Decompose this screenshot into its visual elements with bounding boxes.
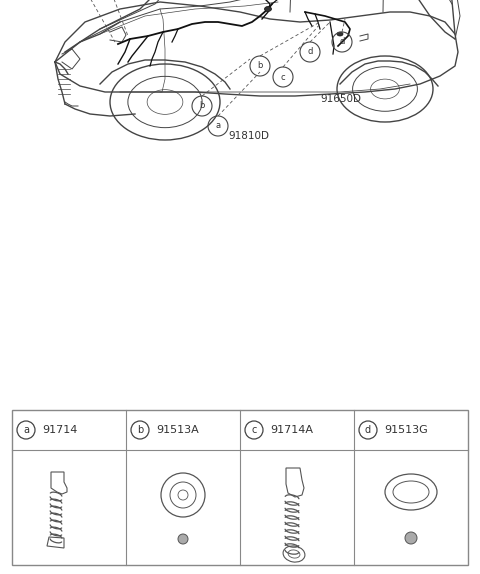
Text: a: a — [23, 425, 29, 435]
Text: 91513A: 91513A — [156, 425, 199, 435]
Text: b: b — [257, 61, 263, 71]
Circle shape — [178, 534, 188, 544]
Text: 91714A: 91714A — [270, 425, 313, 435]
Text: c: c — [252, 425, 257, 435]
Text: 91810D: 91810D — [228, 131, 269, 141]
Text: b: b — [199, 102, 204, 111]
Text: a: a — [216, 122, 221, 130]
Text: d: d — [339, 37, 345, 46]
Text: d: d — [307, 48, 312, 56]
Text: b: b — [137, 425, 143, 435]
Text: d: d — [365, 425, 371, 435]
Circle shape — [405, 532, 417, 544]
Text: 91714: 91714 — [42, 425, 77, 435]
Ellipse shape — [264, 6, 272, 11]
Text: 91650D: 91650D — [320, 94, 361, 104]
Ellipse shape — [337, 32, 343, 36]
Text: c: c — [281, 72, 285, 82]
Text: 91513G: 91513G — [384, 425, 428, 435]
